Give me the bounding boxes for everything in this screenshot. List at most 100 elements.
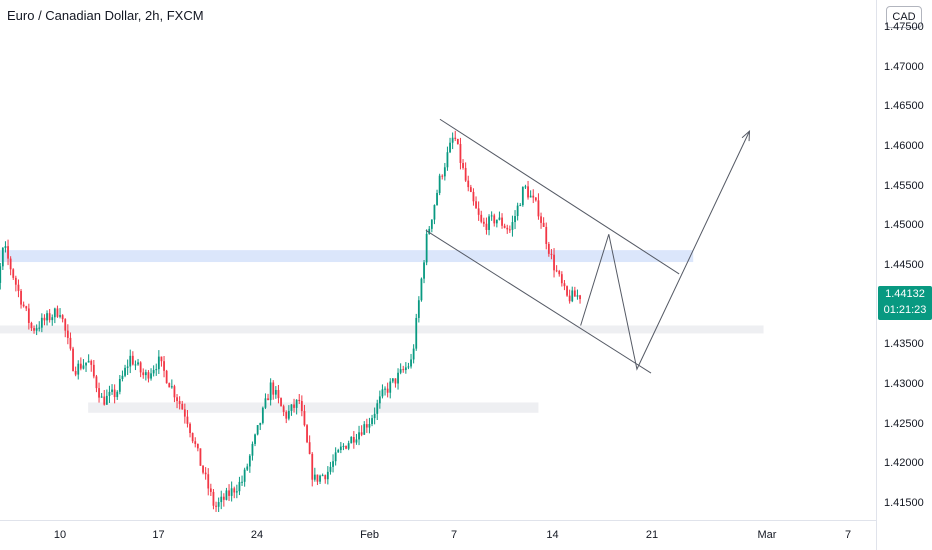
candle-body: [51, 317, 54, 321]
candle-body: [537, 200, 540, 217]
time-tick-label: 17: [152, 529, 165, 541]
candle-body: [181, 403, 184, 410]
candle-body: [514, 216, 516, 223]
candle-body: [350, 437, 353, 444]
time-tick-label: Feb: [360, 529, 380, 541]
candle-body: [202, 465, 204, 473]
price-tick-label: 1.47500: [884, 21, 924, 33]
candle-body: [251, 443, 254, 456]
candle-body: [482, 221, 485, 224]
candle-body: [259, 422, 262, 426]
candle-body: [90, 360, 93, 365]
candle-body: [82, 365, 85, 369]
candle-body: [472, 191, 475, 202]
candle-body: [69, 337, 72, 349]
candle-body: [196, 443, 199, 449]
candle-body: [48, 313, 51, 321]
candle-body: [100, 396, 103, 398]
candle-body: [363, 424, 366, 435]
candle-body: [576, 295, 579, 297]
candle-body: [568, 295, 571, 302]
time-tick-label: Mar: [757, 529, 777, 541]
candle-body: [493, 215, 496, 224]
candle-body: [417, 300, 420, 318]
candle-body: [404, 367, 407, 371]
candle-body: [121, 375, 124, 379]
candle-body: [256, 425, 259, 435]
candle-body: [566, 286, 568, 296]
price-tick-label: 1.43000: [884, 378, 924, 390]
candle-body: [220, 496, 223, 503]
candle-body: [178, 401, 181, 404]
candle-body: [46, 313, 48, 321]
candle-body: [77, 363, 80, 375]
currency-button[interactable]: CAD: [886, 6, 922, 28]
candle-body: [152, 370, 155, 374]
candle-body: [277, 389, 280, 399]
candle-body: [573, 290, 576, 297]
candle-body: [222, 496, 225, 500]
candle-body: [22, 304, 25, 307]
candle-body: [293, 404, 295, 408]
candle-body: [553, 254, 555, 271]
candle-body: [386, 388, 389, 393]
candle-body: [402, 369, 405, 371]
candle-body: [183, 409, 186, 417]
candle-body: [204, 472, 207, 475]
candle-body: [300, 401, 303, 412]
candle-body: [391, 378, 394, 382]
candle-body: [56, 308, 59, 317]
candle-body: [124, 367, 126, 376]
candle-body: [79, 363, 82, 369]
candle-body: [87, 360, 90, 363]
candle-body: [59, 315, 61, 317]
candle-body: [155, 369, 158, 371]
candle-body: [423, 262, 425, 279]
candle-body: [72, 348, 74, 371]
candle-body: [485, 223, 488, 230]
candle-body: [555, 270, 558, 272]
candle-body: [462, 162, 464, 168]
price-tick-label: 1.45000: [884, 219, 924, 232]
candle-body: [415, 317, 418, 349]
bar-countdown: 01:21:23: [883, 304, 927, 316]
candle-body: [332, 461, 334, 467]
candle-body: [33, 328, 35, 331]
candle-body: [95, 376, 98, 389]
candle-body: [209, 488, 212, 492]
candle-body: [480, 214, 483, 222]
candle-body: [389, 381, 392, 393]
price-tick-label: 1.43500: [884, 338, 924, 351]
candle-body: [105, 395, 108, 405]
candle-body: [129, 355, 132, 367]
candle-body: [511, 222, 514, 230]
candle-body: [376, 403, 379, 414]
candle-body: [163, 361, 165, 371]
price-tick-label: 1.45500: [884, 179, 924, 192]
candle-body: [248, 455, 251, 467]
candle-body: [168, 383, 171, 388]
projection-arrowhead: [741, 129, 751, 142]
candle-body: [241, 481, 243, 483]
candle-body: [287, 410, 290, 419]
candle-body: [469, 187, 472, 192]
candle-body: [319, 475, 321, 482]
drawings-layer: [425, 118, 751, 374]
candle-body: [342, 445, 345, 447]
candle-body: [74, 370, 77, 375]
projection-path: [580, 130, 750, 371]
channel-lower-line: [425, 229, 652, 374]
candle-body: [199, 448, 202, 466]
candle-body: [194, 441, 197, 444]
candle-body: [368, 424, 371, 428]
candle-body: [225, 490, 228, 500]
candle-body: [280, 398, 282, 407]
candle-body: [35, 328, 38, 331]
candle-body: [14, 277, 17, 285]
candle-body: [550, 253, 553, 255]
candle-body: [113, 389, 116, 398]
price-axis[interactable]: [876, 0, 932, 550]
candle-body: [542, 222, 545, 227]
candle-body: [233, 488, 236, 493]
